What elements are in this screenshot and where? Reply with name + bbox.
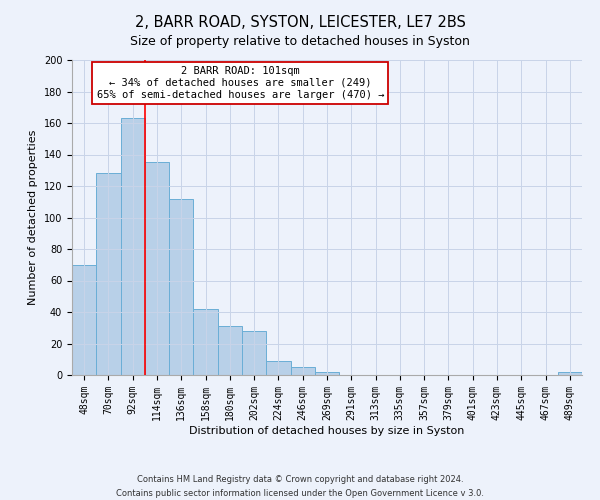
Text: Size of property relative to detached houses in Syston: Size of property relative to detached ho… <box>130 35 470 48</box>
Text: 2 BARR ROAD: 101sqm
← 34% of detached houses are smaller (249)
65% of semi-detac: 2 BARR ROAD: 101sqm ← 34% of detached ho… <box>97 66 384 100</box>
Bar <box>290 367 315 375</box>
Bar <box>121 118 145 375</box>
Text: Contains HM Land Registry data © Crown copyright and database right 2024.
Contai: Contains HM Land Registry data © Crown c… <box>116 476 484 498</box>
Bar <box>558 372 582 375</box>
X-axis label: Distribution of detached houses by size in Syston: Distribution of detached houses by size … <box>190 426 464 436</box>
Bar <box>193 309 218 375</box>
Bar <box>96 174 121 375</box>
Bar <box>266 361 290 375</box>
Y-axis label: Number of detached properties: Number of detached properties <box>28 130 38 305</box>
Bar <box>145 162 169 375</box>
Bar <box>169 198 193 375</box>
Bar <box>218 326 242 375</box>
Bar <box>242 331 266 375</box>
Text: 2, BARR ROAD, SYSTON, LEICESTER, LE7 2BS: 2, BARR ROAD, SYSTON, LEICESTER, LE7 2BS <box>134 15 466 30</box>
Bar <box>72 265 96 375</box>
Bar <box>315 372 339 375</box>
